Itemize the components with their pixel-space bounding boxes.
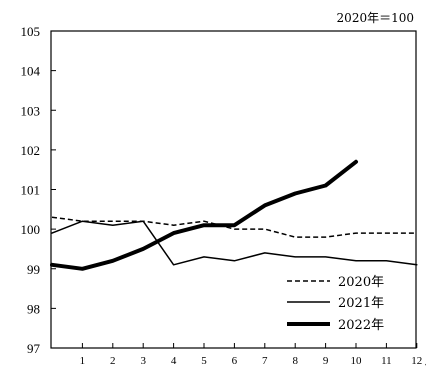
y-tick-label: 99 bbox=[27, 262, 40, 277]
y-tick-label: 100 bbox=[21, 222, 41, 237]
index-base-note: 2020年＝100 bbox=[337, 11, 414, 25]
y-tick-label: 98 bbox=[27, 301, 40, 316]
x-tick-label: 9 bbox=[323, 355, 329, 367]
legend-label: 2022年 bbox=[338, 318, 384, 333]
y-tick-label: 102 bbox=[21, 143, 41, 158]
x-tick-label: 3 bbox=[140, 355, 146, 367]
legend: 2020年 2021年 2022年 bbox=[287, 275, 384, 333]
y-tick-label: 105 bbox=[21, 24, 41, 39]
y-tick-label: 103 bbox=[21, 103, 41, 118]
legend-label: 2020年 bbox=[338, 275, 384, 290]
legend-label: 2021年 bbox=[338, 296, 384, 311]
series-lines bbox=[50, 159, 418, 271]
x-tick-label: 1 bbox=[80, 355, 86, 367]
series-line-1 bbox=[51, 220, 418, 266]
y-tick-label: 104 bbox=[21, 64, 41, 79]
x-tick-label: 5 bbox=[201, 355, 207, 367]
x-tick-label: 6 bbox=[232, 355, 238, 367]
x-unit-label: 月 bbox=[425, 355, 426, 367]
x-tick-label: 7 bbox=[262, 355, 268, 367]
x-tick-label: 12 bbox=[411, 355, 422, 367]
y-axis: 97 98 99 100 101 102 103 104 105 bbox=[21, 24, 56, 356]
series-line-0 bbox=[51, 216, 417, 238]
series-line-2 bbox=[50, 159, 358, 271]
x-tick-label: 10 bbox=[351, 355, 363, 367]
x-tick-label: 11 bbox=[381, 355, 392, 367]
x-tick-label: 4 bbox=[171, 355, 177, 367]
y-tick-label: 101 bbox=[21, 183, 41, 198]
x-tick-label: 8 bbox=[292, 355, 298, 367]
x-axis: 123456789101112月 bbox=[80, 343, 426, 367]
y-tick-label: 97 bbox=[27, 341, 41, 356]
x-tick-label: 2 bbox=[110, 355, 116, 367]
